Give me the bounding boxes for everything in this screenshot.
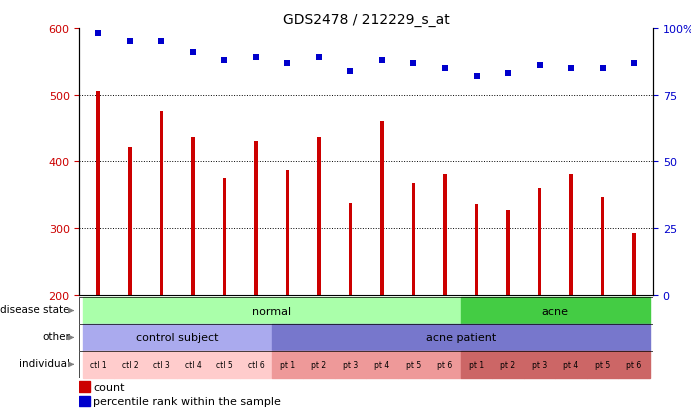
Bar (429, 351, 461, 378)
Bar (538, 189, 542, 295)
Text: ctl 2: ctl 2 (122, 360, 138, 369)
Point (93, 31, 104, 38)
Bar (461, 351, 492, 378)
Point (156, 39, 167, 45)
Point (534, 63, 545, 69)
Text: pt 4: pt 4 (563, 360, 578, 369)
Bar (114, 351, 146, 378)
Bar (569, 175, 573, 295)
Text: control subject: control subject (136, 332, 218, 343)
Bar (475, 204, 478, 295)
Point (565, 66, 576, 72)
Bar (272, 351, 303, 378)
Bar (334, 351, 366, 378)
Point (471, 74, 482, 80)
Text: pt 3: pt 3 (343, 360, 358, 369)
Text: ctl 6: ctl 6 (247, 360, 265, 369)
Bar (587, 351, 618, 378)
Bar (600, 197, 605, 295)
Bar (398, 351, 429, 378)
Text: acne: acne (542, 306, 569, 316)
Bar (83, 297, 461, 324)
Bar (443, 175, 447, 295)
Bar (83, 351, 114, 378)
Text: pt 4: pt 4 (375, 360, 390, 369)
Point (408, 60, 419, 67)
Title: GDS2478 / 212229_s_at: GDS2478 / 212229_s_at (283, 12, 450, 26)
Bar (83, 324, 272, 351)
Text: acne patient: acne patient (426, 332, 496, 343)
Text: pt 6: pt 6 (627, 360, 642, 369)
Text: other: other (42, 331, 70, 341)
Point (250, 55, 261, 62)
Bar (556, 351, 587, 378)
Point (282, 60, 293, 67)
Point (502, 71, 513, 78)
Point (439, 66, 451, 72)
Bar (492, 351, 524, 378)
Bar (97, 92, 100, 295)
Text: pt 5: pt 5 (406, 360, 421, 369)
Bar (79, 396, 90, 406)
Text: pt 2: pt 2 (312, 360, 327, 369)
Text: percentile rank within the sample: percentile rank within the sample (93, 396, 281, 406)
Text: normal: normal (252, 306, 291, 316)
Bar (146, 351, 177, 378)
Bar (191, 138, 195, 295)
Point (187, 50, 198, 56)
Bar (177, 351, 209, 378)
Bar (380, 121, 384, 295)
Bar (128, 148, 132, 295)
Bar (209, 351, 240, 378)
Bar (412, 183, 415, 295)
Bar (506, 211, 510, 295)
Bar (618, 351, 650, 378)
Point (629, 60, 640, 67)
Text: count: count (93, 382, 125, 392)
Bar (303, 351, 334, 378)
Text: pt 1: pt 1 (280, 360, 295, 369)
Text: pt 5: pt 5 (595, 360, 610, 369)
Point (124, 39, 135, 45)
Bar (366, 351, 398, 378)
Text: pt 3: pt 3 (532, 360, 547, 369)
Text: individual: individual (19, 358, 70, 368)
Text: pt 2: pt 2 (500, 360, 515, 369)
Point (314, 55, 325, 62)
Bar (348, 203, 352, 295)
Point (597, 66, 608, 72)
Point (345, 68, 356, 75)
Text: ctl 1: ctl 1 (90, 360, 106, 369)
Point (377, 57, 388, 64)
Point (219, 57, 230, 64)
Text: ctl 4: ctl 4 (184, 360, 201, 369)
Text: pt 1: pt 1 (469, 360, 484, 369)
Text: ctl 5: ctl 5 (216, 360, 233, 369)
Bar (254, 142, 258, 295)
Text: pt 6: pt 6 (437, 360, 453, 369)
Bar (317, 138, 321, 295)
Bar (240, 351, 272, 378)
Bar (223, 178, 227, 295)
Text: ctl 3: ctl 3 (153, 360, 170, 369)
Bar (632, 233, 636, 295)
Bar (79, 381, 90, 392)
Bar (461, 297, 650, 324)
Bar (524, 351, 556, 378)
Bar (285, 171, 290, 295)
Bar (272, 324, 650, 351)
Text: disease state: disease state (1, 304, 70, 314)
Bar (160, 112, 163, 295)
